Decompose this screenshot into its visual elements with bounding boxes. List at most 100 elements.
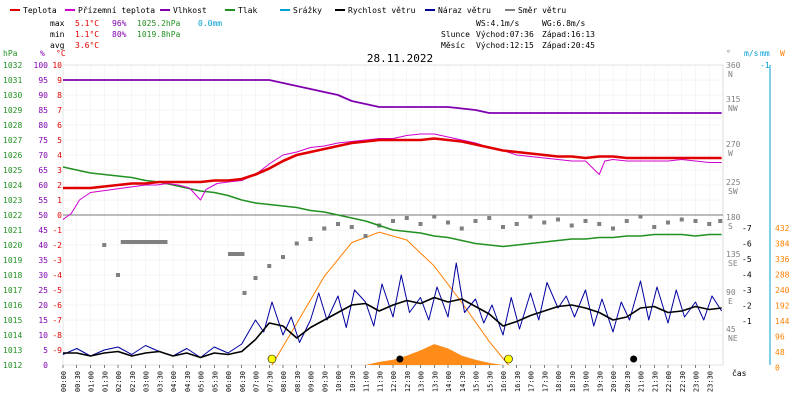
solar-tick: 336 [775, 255, 790, 264]
stats-max-press: 1025.2hPa [137, 19, 181, 28]
solar-tick: 432 [775, 224, 790, 233]
legend-label-tlak: Tlak [238, 6, 257, 15]
hpa-tick: 1020 [3, 241, 22, 250]
dir-tick-value: 45 [726, 325, 736, 334]
x-tick-label: 07:00 [253, 371, 261, 392]
x-tick-label: 06:30 [239, 371, 247, 392]
sunrise-marker [267, 354, 277, 364]
wind-direction-point [418, 222, 423, 226]
x-tick-label: 10:00 [335, 371, 343, 392]
pct-tick: 90 [38, 91, 48, 100]
wind-tick: -2 [742, 302, 752, 311]
x-tick-label: 11:30 [376, 371, 384, 392]
wind-axis-title: m/s [744, 49, 759, 58]
stats-max-hum: 96% [112, 19, 127, 28]
x-tick-label: 12:30 [404, 371, 412, 392]
hpa-tick: 1012 [3, 361, 22, 370]
pct-tick: 70 [38, 151, 48, 160]
wind-direction-point [583, 219, 588, 223]
x-tick-label: 04:30 [184, 371, 192, 392]
wind-direction-point [322, 226, 327, 231]
solar-tick: 144 [775, 317, 790, 326]
hpa-tick: 1029 [3, 106, 22, 115]
x-tick-label: 15:00 [473, 371, 481, 392]
sunset-marker [504, 354, 513, 364]
pct-tick: 5 [43, 346, 48, 355]
tlak-series [62, 166, 722, 248]
x-tick-label: 18:00 [555, 371, 563, 392]
x-tick-label: 02:30 [129, 371, 137, 392]
temp-tick: -6 [52, 301, 62, 310]
wind-direction-point [556, 217, 560, 222]
x-tick-label: 08:30 [294, 371, 302, 392]
hpa-tick: 1015 [3, 316, 22, 325]
pct-tick: 15 [38, 316, 48, 325]
solar-axis-title: W [780, 49, 785, 58]
hpa-tick: 1021 [3, 226, 22, 235]
pct-tick: 10 [38, 331, 48, 340]
pct-tick: 50 [38, 211, 48, 220]
chart-legend: Teplota Přízemní teplota Vlhkost Tlak Srážky… [10, 6, 566, 15]
wind-direction-point [514, 222, 519, 226]
info-moon-set: Západ:20:45 [542, 41, 595, 50]
wind-direction-point [473, 219, 478, 223]
temp-tick: 1 [57, 196, 62, 205]
x-tick-label: 21:30 [651, 371, 659, 392]
hpa-tick: 1032 [3, 61, 22, 70]
dir-tick-value: 135 [726, 250, 741, 259]
dir-tick-label: N [728, 70, 733, 79]
wind-direction-point [501, 225, 505, 229]
wind-tick: -4 [742, 271, 752, 280]
chart-title: 28.11.2022 [367, 52, 433, 65]
pct-tick: 55 [38, 196, 48, 205]
wind-tick: -6 [742, 240, 752, 249]
x-tick-label: 01:00 [88, 371, 96, 392]
temp-tick: -3 [52, 256, 62, 265]
wind-direction-point [294, 241, 299, 246]
plot-area [62, 79, 723, 366]
x-tick-label: 23:30 [706, 371, 714, 392]
temp-tick: -4 [52, 271, 62, 280]
temp-tick: 8 [57, 91, 62, 100]
temp-tick: -5 [52, 286, 62, 295]
wind-tick: -7 [742, 224, 752, 233]
x-tick-label: 16:00 [500, 371, 508, 392]
x-tick-label: 14:00 [445, 371, 453, 392]
stats-max-temp: 5.1°C [75, 19, 99, 28]
legend-label-srazky: Srážky [293, 6, 322, 15]
x-tick-label: 17:00 [528, 371, 536, 392]
hpa-tick: 1019 [3, 256, 22, 265]
x-tick-label: 04:00 [170, 371, 178, 392]
dir-tick-label: SW [728, 187, 738, 196]
pct-tick: 25 [38, 286, 48, 295]
hpa-axis-title: hPa [3, 49, 18, 58]
legend-label-naraz: Náraz větru [438, 6, 491, 15]
solar-tick: 240 [775, 286, 790, 295]
wind-direction-point [102, 243, 107, 247]
x-tick-label: 08:00 [280, 371, 288, 392]
stats-min-label: min [50, 30, 65, 39]
solar-tick: 192 [775, 302, 790, 311]
x-tick-label: 13:30 [431, 371, 439, 392]
wind-direction-point [638, 214, 643, 219]
x-tick-label: 07:30 [266, 371, 274, 392]
temp-tick: 5 [57, 136, 62, 145]
wind-direction-point [707, 222, 712, 226]
wind-direction-point [242, 291, 247, 295]
wind-direction-point [446, 220, 450, 225]
info-ws: WS:4.1m/s [476, 19, 520, 28]
hpa-tick: 1028 [3, 121, 22, 130]
dir-tick-value: 180 [726, 213, 741, 222]
x-tick-label: 21:00 [638, 371, 646, 392]
x-tick-label: 20:30 [624, 371, 632, 392]
x-tick-label: 13:00 [418, 371, 426, 392]
pct-tick: 85 [38, 106, 48, 115]
hpa-tick: 1031 [3, 76, 22, 85]
solar-tick: 384 [775, 240, 790, 249]
hpa-tick: 1024 [3, 181, 22, 190]
stats-max-rain: 0.0mm [198, 19, 222, 28]
temp-tick: 0 [57, 211, 62, 220]
wind-direction-point [363, 234, 368, 238]
x-tick-label: 22:30 [679, 371, 687, 392]
